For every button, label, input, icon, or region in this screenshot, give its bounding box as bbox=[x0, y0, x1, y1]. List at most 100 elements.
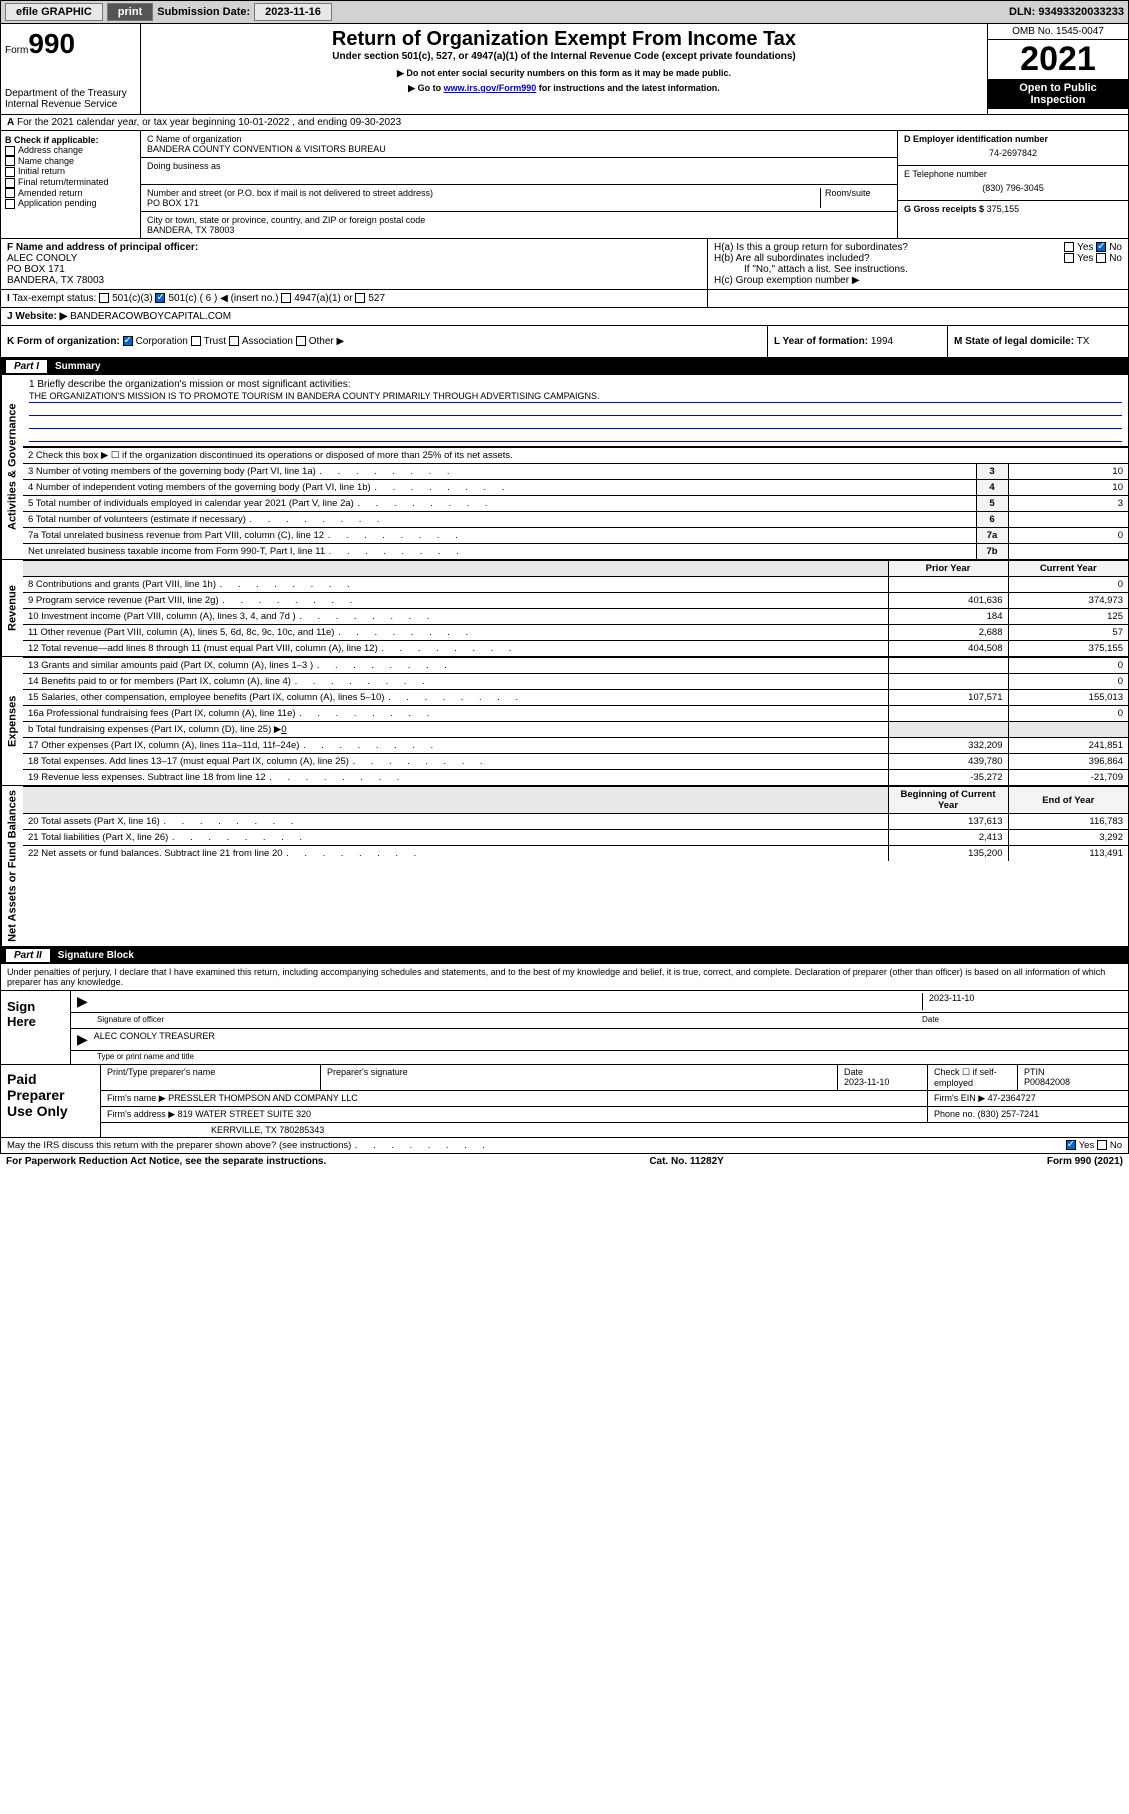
lbl-initial-return: Initial return bbox=[18, 166, 65, 176]
net-blank bbox=[23, 787, 888, 814]
dba-label: Doing business as bbox=[147, 161, 891, 171]
chk-501c3[interactable] bbox=[99, 293, 109, 303]
pra-notice: For Paperwork Reduction Act Notice, see … bbox=[6, 1156, 326, 1167]
l16ap bbox=[888, 706, 1008, 722]
line19: 19 Revenue less expenses. Subtract line … bbox=[23, 770, 888, 786]
l17p: 332,209 bbox=[888, 738, 1008, 754]
preparer-block: Paid Preparer Use Only Print/Type prepar… bbox=[0, 1065, 1129, 1138]
col-b-label: B Check if applicable: bbox=[5, 135, 136, 145]
form-word: Form bbox=[5, 45, 28, 56]
chk-527[interactable] bbox=[355, 293, 365, 303]
l12p: 404,508 bbox=[888, 641, 1008, 657]
chk-discuss-yes[interactable] bbox=[1066, 1140, 1076, 1150]
governance-table: 2 Check this box ▶ ☐ if the organization… bbox=[23, 447, 1128, 559]
chk-amended[interactable] bbox=[5, 188, 15, 198]
chk-hb-yes[interactable] bbox=[1064, 253, 1074, 263]
l10p: 184 bbox=[888, 609, 1008, 625]
row-i: I Tax-exempt status: 501(c)(3) 501(c) ( … bbox=[0, 290, 1129, 308]
chk-4947[interactable] bbox=[281, 293, 291, 303]
tab-revenue: Revenue bbox=[1, 560, 23, 656]
val5: 3 bbox=[1008, 496, 1128, 512]
discuss-no: No bbox=[1110, 1140, 1122, 1151]
opt-501c: 501(c) ( 6 ) ◀ (insert no.) bbox=[168, 293, 278, 304]
website-value: BANDERACOWBOYCAPITAL.COM bbox=[70, 311, 231, 322]
discuss-yes: Yes bbox=[1079, 1140, 1095, 1151]
firm-phone-label: Phone no. bbox=[934, 1109, 975, 1119]
chk-assoc[interactable] bbox=[229, 336, 239, 346]
opt-4947: 4947(a)(1) or bbox=[294, 293, 352, 304]
chk-name-change[interactable] bbox=[5, 156, 15, 166]
line5: 5 Total number of individuals employed i… bbox=[23, 496, 976, 512]
chk-corp[interactable] bbox=[123, 336, 133, 346]
row-a-text: For the 2021 calendar year, or tax year … bbox=[17, 117, 401, 128]
chk-hb-no[interactable] bbox=[1096, 253, 1106, 263]
domicile-label: M State of legal domicile: bbox=[954, 336, 1074, 347]
hb-no: No bbox=[1109, 253, 1122, 264]
chk-other[interactable] bbox=[296, 336, 306, 346]
ein-label: D Employer identification number bbox=[904, 134, 1122, 144]
chk-501c[interactable] bbox=[155, 293, 165, 303]
expenses-section: Expenses 13 Grants and similar amounts p… bbox=[0, 657, 1129, 786]
l19p: -35,272 bbox=[888, 770, 1008, 786]
l20c: 116,783 bbox=[1008, 814, 1128, 830]
form-title: Return of Organization Exempt From Incom… bbox=[149, 28, 979, 51]
val7a: 0 bbox=[1008, 528, 1128, 544]
num7a: 7a bbox=[976, 528, 1008, 544]
l22c: 113,491 bbox=[1008, 846, 1128, 862]
hdr-current: Current Year bbox=[1008, 561, 1128, 577]
part1-title: Summary bbox=[55, 361, 101, 372]
chk-address-change[interactable] bbox=[5, 146, 15, 156]
hdr-end: End of Year bbox=[1008, 787, 1128, 814]
chk-ha-no[interactable] bbox=[1096, 242, 1106, 252]
l15c: 155,013 bbox=[1008, 690, 1128, 706]
gross-label: G Gross receipts $ bbox=[904, 204, 984, 214]
goto-pre: ▶ Go to bbox=[408, 83, 443, 93]
part1-label: Part I bbox=[6, 360, 47, 373]
part2-label: Part II bbox=[6, 949, 50, 962]
tab-netassets: Net Assets or Fund Balances bbox=[1, 786, 23, 946]
opt-trust: Trust bbox=[204, 336, 226, 347]
website-label: J Website: ▶ bbox=[7, 311, 67, 322]
irs-link[interactable]: www.irs.gov/Form990 bbox=[444, 83, 537, 93]
line20: 20 Total assets (Part X, line 16) bbox=[23, 814, 888, 830]
row-a-taxyear: A For the 2021 calendar year, or tax yea… bbox=[0, 115, 1129, 131]
row-j: J Website: ▶ BANDERACOWBOYCAPITAL.COM bbox=[0, 308, 1129, 326]
form-number: 990 bbox=[28, 28, 75, 59]
l15p: 107,571 bbox=[888, 690, 1008, 706]
chk-final-return[interactable] bbox=[5, 178, 15, 188]
line16a: 16a Professional fundraising fees (Part … bbox=[23, 706, 888, 722]
chk-initial-return[interactable] bbox=[5, 167, 15, 177]
chk-discuss-no[interactable] bbox=[1097, 1140, 1107, 1150]
org-name-label: C Name of organization bbox=[147, 134, 891, 144]
line11: 11 Other revenue (Part VIII, column (A),… bbox=[23, 625, 888, 641]
opt-corp: Corporation bbox=[136, 336, 188, 347]
firm-addr1: 819 WATER STREET SUITE 320 bbox=[178, 1109, 311, 1119]
l14c: 0 bbox=[1008, 674, 1128, 690]
line16b: b Total fundraising expenses (Part IX, c… bbox=[23, 722, 888, 738]
signature-block: Under penalties of perjury, I declare th… bbox=[0, 964, 1129, 1065]
goto-post: for instructions and the latest informat… bbox=[536, 83, 720, 93]
efile-button[interactable]: efile GRAPHIC bbox=[5, 3, 103, 21]
lbl-address-change: Address change bbox=[18, 145, 83, 155]
governance-section: Activities & Governance 1 Briefly descri… bbox=[0, 375, 1129, 560]
col-b-checkboxes: B Check if applicable: Address change Na… bbox=[1, 131, 141, 238]
mission-block: 1 Briefly describe the organization's mi… bbox=[23, 375, 1128, 447]
print-button[interactable]: print bbox=[107, 3, 153, 21]
irs-discuss-q: May the IRS discuss this return with the… bbox=[7, 1140, 486, 1151]
officer-name: ALEC CONOLY bbox=[7, 253, 701, 264]
officer-label: F Name and address of principal officer: bbox=[7, 242, 198, 253]
netassets-section: Net Assets or Fund Balances Beginning of… bbox=[0, 786, 1129, 947]
org-city: BANDERA, TX 78003 bbox=[147, 225, 891, 235]
line10: 10 Investment income (Part VIII, column … bbox=[23, 609, 888, 625]
line3: 3 Number of voting members of the govern… bbox=[23, 464, 976, 480]
part2-header: Part II Signature Block bbox=[0, 947, 1129, 964]
line21: 21 Total liabilities (Part X, line 26) bbox=[23, 830, 888, 846]
num3: 3 bbox=[976, 464, 1008, 480]
val6 bbox=[1008, 512, 1128, 528]
chk-ha-yes[interactable] bbox=[1064, 242, 1074, 252]
chk-trust[interactable] bbox=[191, 336, 201, 346]
l21c: 3,292 bbox=[1008, 830, 1128, 846]
goto-note: ▶ Go to www.irs.gov/Form990 for instruct… bbox=[149, 83, 979, 94]
chk-app-pending[interactable] bbox=[5, 199, 15, 209]
h-b-note: If "No," attach a list. See instructions… bbox=[714, 264, 1122, 275]
